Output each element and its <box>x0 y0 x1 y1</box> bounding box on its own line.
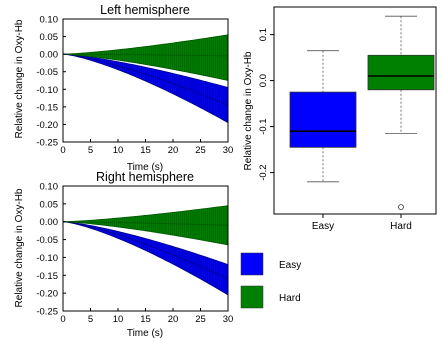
y-tick-label: -0.15 <box>36 271 58 282</box>
y-tick-label: 0.0 <box>258 74 269 87</box>
x-category-label: Easy <box>312 221 334 232</box>
y-tick-label: 0.00 <box>40 217 59 228</box>
upper-bound-line <box>62 53 229 88</box>
x-tick-label: 5 <box>88 145 93 156</box>
outlier-point <box>398 204 404 211</box>
series-hard-band <box>62 205 229 246</box>
x-category-label: Hard <box>390 221 412 232</box>
right-chart-title: Right hemisphere <box>96 170 194 184</box>
left-chart-title: Left hemisphere <box>100 3 190 17</box>
x-tick-label: 15 <box>140 145 151 156</box>
legend-swatch-hard <box>240 285 264 309</box>
right-plot-area: 0.10 0.05 0.00 -0.05 -0.10 -0.15 -0.20 -0.250 5 1… <box>36 182 233 326</box>
y-tick-label: 0.05 <box>40 199 59 210</box>
boxplot-plot-area: Easy Hard 0.1 0.0 -0.1 -0.2 <box>258 6 437 232</box>
y-tick-label: -0.10 <box>36 253 58 264</box>
upper-bound-line <box>62 205 229 223</box>
error-bars <box>64 34 229 81</box>
y-tick-label: -0.20 <box>36 289 58 300</box>
y-tick-label: -0.25 <box>36 307 58 318</box>
boxplot-ylabel: Relative change in Oxy-Hb <box>243 51 254 170</box>
legend: Easy Hard <box>240 252 301 309</box>
y-tick-label: 0.10 <box>40 15 59 26</box>
x-tick-label: 20 <box>168 145 179 156</box>
lower-bound-line <box>62 221 229 296</box>
series-easy-band <box>62 221 229 296</box>
y-tick-label: -0.2 <box>258 164 269 180</box>
y-tick-label: -0.15 <box>36 102 58 113</box>
x-tick-label: 20 <box>168 314 179 325</box>
mean-line <box>62 221 229 280</box>
left-chart-xlabel: Time (s) <box>127 162 163 173</box>
y-tick-label: 0.1 <box>258 28 269 41</box>
x-tick-label: 0 <box>60 314 65 325</box>
lower-bound-line <box>62 53 229 124</box>
legend-label-easy: Easy <box>279 260 301 271</box>
y-tick-label: -0.1 <box>258 118 269 134</box>
x-tick-label: 25 <box>195 314 206 325</box>
left-chart-ylabel: Relative change in Oxy-Hb <box>14 19 25 138</box>
mean-line <box>62 53 229 57</box>
mean-line <box>62 221 229 226</box>
y-tick-label: 0.05 <box>40 32 59 43</box>
right-hemisphere-panel: Right hemisphere Relative change in Oxy-… <box>14 170 233 338</box>
y-tick-label: 0.10 <box>40 182 59 193</box>
box-iqr <box>367 54 435 91</box>
error-bars <box>64 221 229 295</box>
series-hard-band <box>62 34 229 81</box>
box-easy <box>289 50 357 183</box>
boxplot-panel: Relative change in Oxy-Hb Easy Hard 0.1 0.0… <box>243 6 437 232</box>
y-tick-label: -0.05 <box>36 67 58 78</box>
box-iqr <box>289 91 357 148</box>
x-tick-label: 10 <box>113 314 124 325</box>
y-tick-label: -0.10 <box>36 85 58 96</box>
x-tick-label: 10 <box>113 145 124 156</box>
lower-bound-line <box>62 221 229 246</box>
y-tick-label: -0.05 <box>36 235 58 246</box>
upper-bound-line <box>62 34 229 55</box>
x-tick-label: 15 <box>140 314 151 325</box>
legend-swatch-easy <box>240 252 264 276</box>
y-tick-label: -0.20 <box>36 120 58 131</box>
left-plot-area: 0.10 0.05 0.00 -0.05 -0.10 -0.15 -0.20 -0.250 5 1… <box>36 15 233 157</box>
right-chart-ylabel: Relative change in Oxy-Hb <box>14 188 25 307</box>
box-hard <box>367 15 435 211</box>
upper-bound-line <box>62 221 229 265</box>
lower-bound-line <box>62 53 229 81</box>
x-tick-label: 25 <box>195 145 206 156</box>
series-easy-band <box>62 53 229 124</box>
x-tick-label: 30 <box>223 145 234 156</box>
x-tick-label: 30 <box>223 314 234 325</box>
y-tick-label: 0.00 <box>40 50 59 61</box>
y-tick-label: -0.25 <box>36 138 58 149</box>
boxplot-frame <box>273 6 437 215</box>
mean-line <box>62 53 229 106</box>
x-tick-label: 5 <box>88 314 93 325</box>
legend-label-hard: Hard <box>279 293 301 304</box>
x-tick-label: 0 <box>60 145 65 156</box>
right-chart-xlabel: Time (s) <box>127 328 163 338</box>
left-hemisphere-panel: Left hemisphere Relative change in Oxy-H… <box>14 3 233 173</box>
